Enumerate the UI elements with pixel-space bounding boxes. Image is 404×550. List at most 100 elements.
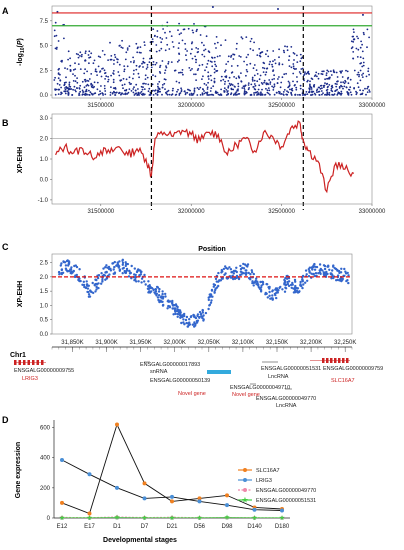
- panel-a-point: [77, 53, 80, 56]
- panel-a-point: [367, 70, 370, 73]
- panel-a-point: [158, 71, 161, 73]
- panel-c-point: [104, 266, 107, 269]
- panel-a-point: [238, 76, 241, 79]
- panel-a-point: [300, 68, 303, 70]
- panel-d-point-0: [142, 481, 147, 486]
- panel-a-point: [362, 72, 365, 75]
- panel-a-point: [152, 28, 155, 30]
- panel-a-point: [365, 93, 367, 96]
- panel-b-xtick-label-3: 33000000: [359, 209, 386, 215]
- panel-a-point: [261, 94, 264, 96]
- panel-a-point: [278, 92, 281, 95]
- panel-c-point: [307, 275, 311, 278]
- panel-a-point: [143, 93, 146, 96]
- panel-a-point: [203, 44, 205, 47]
- panel-a-point: [147, 90, 150, 93]
- panel-c-point: [158, 287, 161, 291]
- panel-a-point: [178, 92, 181, 95]
- panel-a-point: [152, 61, 155, 63]
- panel-a-point: [209, 60, 212, 63]
- panel-a-point: [290, 66, 293, 69]
- panel-d-point-0: [170, 499, 174, 504]
- panel-a-point: [324, 82, 326, 84]
- panel-a-point: [88, 89, 90, 92]
- panel-a-point: [96, 81, 99, 84]
- panel-a-point: [63, 83, 66, 86]
- panel-a-point: [242, 85, 245, 88]
- panel-c-xtick-label-5: 32,100K: [232, 340, 254, 346]
- panel-b-xtick-label-2: 32500000: [268, 209, 295, 215]
- panel-a-point: [154, 63, 157, 66]
- panel-a-point: [172, 87, 174, 90]
- panel-c-point: [334, 267, 338, 271]
- panel-a-point: [253, 92, 255, 94]
- panel-a-point: [362, 89, 364, 92]
- panel-d-point-1: [252, 507, 257, 512]
- panel-a-point: [89, 56, 92, 59]
- panel-a-point: [201, 88, 204, 90]
- panel-a-point: [213, 71, 216, 74]
- panel-c-point: [157, 294, 161, 297]
- panel-c-point: [255, 277, 258, 280]
- panel-a-point: [361, 43, 363, 46]
- panel-b-xtick-label-1: 32000000: [178, 209, 205, 215]
- panel-c-point: [178, 313, 182, 316]
- panel-b-ytick-label-2: 1.0: [40, 157, 49, 163]
- panel-c-point: [332, 264, 335, 267]
- panel-a-point: [326, 69, 329, 72]
- panel-c-point: [343, 267, 346, 271]
- panel-a-point: [213, 77, 216, 80]
- panel-a-point: [84, 59, 87, 62]
- panel-d-point-3: ★: [196, 514, 202, 522]
- panel-a-point: [139, 92, 142, 94]
- panel-a-point: [269, 81, 272, 84]
- panel-a-point: [316, 75, 318, 78]
- panel-a-point: [206, 92, 209, 95]
- panel-c-point: [113, 272, 117, 275]
- panel-a-point: [89, 91, 92, 94]
- panel-a-point: [176, 60, 179, 63]
- panel-a-point: [135, 83, 138, 86]
- panel-a-point: [196, 94, 199, 96]
- panel-a-point: [70, 88, 73, 90]
- panel-a-point: [316, 91, 318, 94]
- panel-a-point: [112, 87, 115, 89]
- panel-a-point: [138, 76, 141, 79]
- panel-c-point: [140, 277, 144, 280]
- panel-a-point: [186, 50, 189, 52]
- panel-a-point: [237, 85, 240, 88]
- panel-a-point: [290, 91, 292, 94]
- panel-a-point: [76, 81, 79, 84]
- panel-a-point: [340, 71, 342, 73]
- panel-a-point: [328, 84, 331, 86]
- panel-a-point: [366, 46, 368, 49]
- panel-a-point: [355, 47, 358, 50]
- panel-c-point: [128, 270, 131, 273]
- panel-c-point: [283, 278, 286, 282]
- panel-a-point: [272, 60, 274, 63]
- panel-a-point: [268, 89, 271, 92]
- panel-a-point: [290, 88, 293, 91]
- panel-a-point: [97, 65, 100, 68]
- panel-a-point: [191, 68, 193, 70]
- panel-c-point: [284, 287, 288, 290]
- panel-a-point: [54, 93, 57, 96]
- panel-a-point: [57, 68, 60, 71]
- panel-c-point: [318, 271, 322, 274]
- panel-a-point: [232, 94, 235, 96]
- panel-a-point: [227, 55, 230, 58]
- panel-a-point: [199, 94, 202, 96]
- panel-a-point: [230, 93, 232, 96]
- panel-a-point: [171, 41, 174, 43]
- panel-a-point: [344, 79, 346, 82]
- panel-c-point: [256, 280, 259, 283]
- panel-c-point: [78, 268, 81, 271]
- panel-a-point: [327, 77, 330, 79]
- panel-a-point: [335, 85, 338, 88]
- panel-a-point: [206, 88, 209, 90]
- panel-c-point: [306, 279, 309, 282]
- panel-a-point: [341, 85, 343, 88]
- panel-a-point: [58, 84, 61, 86]
- panel-a-point: [182, 28, 185, 31]
- panel-a-point: [350, 93, 353, 96]
